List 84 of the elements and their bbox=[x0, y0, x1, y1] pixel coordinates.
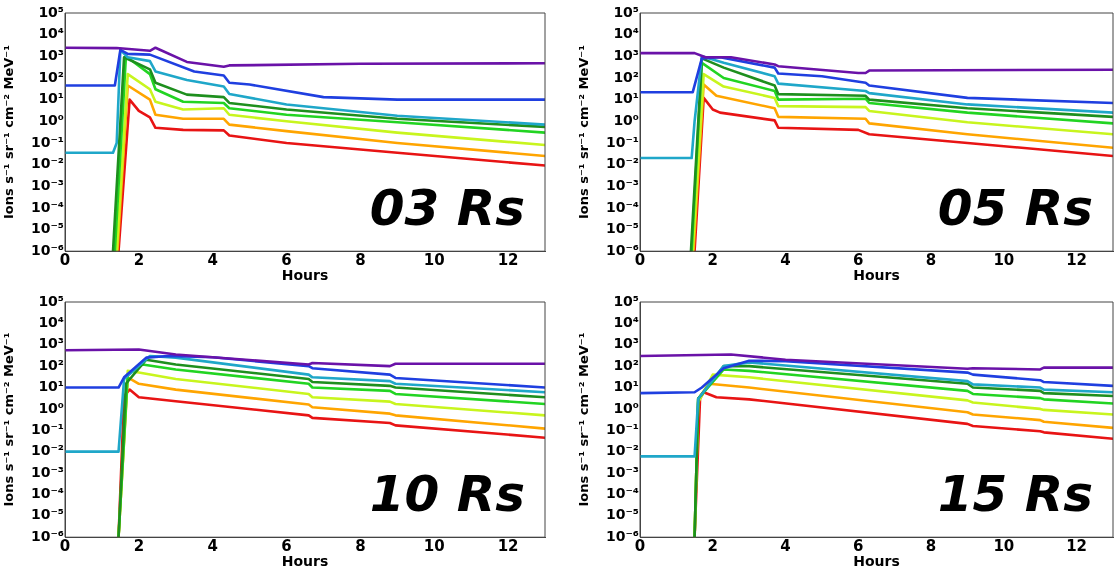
x-tick-label: 12 bbox=[1066, 537, 1088, 556]
x-tick-label: 6 bbox=[853, 251, 864, 270]
x-tick-label: 8 bbox=[355, 537, 366, 556]
y-tick-label: 10⁵ bbox=[38, 292, 64, 309]
y-tick-label: 10² bbox=[613, 356, 639, 373]
y-tick-label: 10⁻² bbox=[30, 155, 64, 172]
y-tick-label: 10³ bbox=[38, 46, 64, 63]
y-tick-label: 10¹ bbox=[613, 378, 639, 395]
y-tick-label: 10² bbox=[38, 68, 64, 85]
x-axis-title: Hours bbox=[281, 553, 329, 570]
y-tick-label: 10⁻⁵ bbox=[30, 220, 64, 237]
x-tick-label: 8 bbox=[925, 537, 937, 556]
x-tick-label: 2 bbox=[707, 251, 718, 270]
x-tick-label: 8 bbox=[355, 251, 366, 270]
x-tick-label: 6 bbox=[281, 537, 292, 556]
y-tick-label: 10⁻¹ bbox=[30, 133, 64, 150]
y-tick-label: 10⁻¹ bbox=[30, 420, 64, 437]
x-tick-label: 2 bbox=[133, 537, 145, 556]
x-tick-label: 10 bbox=[993, 251, 1015, 270]
y-tick-label: 10³ bbox=[613, 335, 639, 352]
y-tick-label: 10⁻⁵ bbox=[605, 220, 639, 237]
x-axis-title: Hours bbox=[853, 553, 900, 570]
y-tick-label: 10⁵ bbox=[613, 292, 639, 309]
annotation: 10 Rs bbox=[369, 465, 525, 524]
y-tick-label: 10⁻⁴ bbox=[30, 198, 64, 215]
x-tick-label: 2 bbox=[707, 537, 718, 556]
y-tick-label: 10⁴ bbox=[613, 25, 639, 42]
y-axis-title: Ions s⁻¹ sr⁻¹ cm⁻² MeV⁻¹ bbox=[576, 45, 592, 220]
y-tick-label: 10⁰ bbox=[613, 111, 639, 128]
y-tick-label: 10⁻⁴ bbox=[30, 485, 64, 502]
x-tick-label: 0 bbox=[634, 251, 646, 270]
x-tick-label: 0 bbox=[59, 251, 71, 270]
x-tick-label: 12 bbox=[1066, 251, 1088, 270]
x-tick-label: 12 bbox=[497, 537, 519, 556]
y-tick-label: 10⁵ bbox=[38, 3, 64, 20]
x-tick-label: 10 bbox=[423, 537, 445, 556]
y-axis-title: Ions s⁻¹ sr⁻¹ cm⁻² MeV⁻¹ bbox=[1, 45, 17, 220]
y-tick-label: 10⁻² bbox=[30, 442, 64, 459]
y-tick-label: 10⁴ bbox=[613, 314, 639, 331]
x-tick-label: 12 bbox=[497, 251, 519, 270]
y-tick-label: 10⁻³ bbox=[30, 176, 64, 193]
x-tick-label: 6 bbox=[281, 251, 292, 270]
y-tick-label: 10¹ bbox=[38, 378, 64, 395]
y-axis-title: Ions s⁻¹ sr⁻¹ cm⁻² MeV⁻¹ bbox=[576, 332, 592, 507]
x-tick-label: 0 bbox=[634, 537, 646, 556]
x-tick-label: 0 bbox=[59, 537, 71, 556]
x-tick-label: 4 bbox=[780, 251, 791, 270]
y-tick-label: 10⁻⁵ bbox=[30, 506, 64, 523]
y-tick-label: 10⁻¹ bbox=[605, 420, 639, 437]
x-tick-label: 2 bbox=[133, 251, 145, 270]
x-tick-label: 4 bbox=[207, 251, 218, 270]
y-tick-label: 10² bbox=[38, 356, 64, 373]
y-tick-label: 10² bbox=[613, 68, 639, 85]
y-tick-label: 10⁻⁴ bbox=[605, 485, 639, 502]
y-axis-title: Ions s⁻¹ sr⁻¹ cm⁻² MeV⁻¹ bbox=[1, 332, 17, 507]
y-tick-label: 10⁻³ bbox=[30, 463, 64, 480]
x-axis-title: Hours bbox=[853, 267, 900, 284]
annotation: 03 Rs bbox=[369, 179, 525, 238]
x-tick-label: 6 bbox=[853, 537, 864, 556]
y-tick-label: 10⁻¹ bbox=[605, 133, 639, 150]
x-axis-title: Hours bbox=[281, 267, 329, 284]
annotation: 15 Rs bbox=[937, 465, 1093, 524]
x-tick-label: 8 bbox=[925, 251, 937, 270]
y-tick-label: 10⁻⁵ bbox=[605, 506, 639, 523]
y-tick-label: 10⁰ bbox=[38, 111, 64, 128]
y-tick-label: 10⁻³ bbox=[605, 463, 639, 480]
y-tick-label: 10⁰ bbox=[613, 399, 639, 416]
x-tick-label: 4 bbox=[207, 537, 218, 556]
y-tick-label: 10⁻² bbox=[605, 155, 639, 172]
y-tick-label: 10⁻² bbox=[605, 442, 639, 459]
y-tick-label: 10¹ bbox=[613, 90, 639, 107]
x-tick-label: 10 bbox=[993, 537, 1015, 556]
annotation: 05 Rs bbox=[937, 179, 1093, 238]
y-tick-label: 10⁻³ bbox=[605, 176, 639, 193]
y-tick-label: 10³ bbox=[613, 46, 639, 63]
y-tick-label: 10¹ bbox=[38, 90, 64, 107]
y-tick-label: 10⁻⁴ bbox=[605, 198, 639, 215]
y-tick-label: 10⁵ bbox=[613, 3, 639, 20]
x-tick-label: 4 bbox=[780, 537, 791, 556]
y-tick-label: 10³ bbox=[38, 335, 64, 352]
y-tick-label: 10⁴ bbox=[38, 25, 64, 42]
x-tick-label: 10 bbox=[423, 251, 445, 270]
y-tick-label: 10⁰ bbox=[38, 399, 64, 416]
y-tick-label: 10⁴ bbox=[38, 314, 64, 331]
